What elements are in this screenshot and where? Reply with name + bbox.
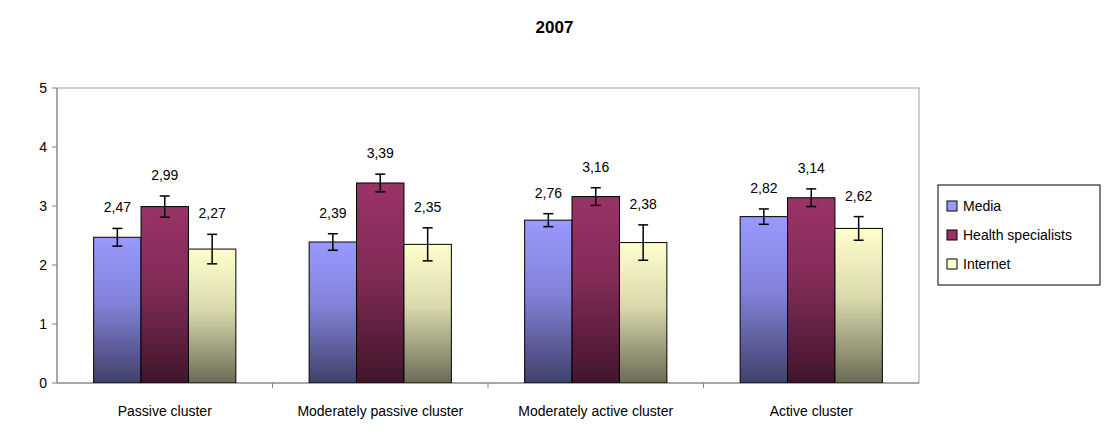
y-tick-label: 2	[39, 257, 47, 273]
data-label: 2,27	[199, 205, 226, 221]
bar	[309, 242, 356, 383]
x-tick	[272, 383, 273, 388]
data-label: 2,39	[319, 205, 346, 221]
data-label: 2,62	[845, 188, 872, 204]
error-bar	[638, 225, 648, 260]
bar	[619, 243, 666, 383]
error-bar	[591, 188, 601, 206]
labels: 2,47 2,99 2,27 2,39 3,39 2,35 2,76 3,16 2,38 2,82…	[104, 145, 873, 221]
y-tick-label: 0	[39, 375, 47, 391]
legend-label: Health specialists	[963, 227, 1072, 243]
data-label: 2,35	[414, 199, 441, 215]
bar	[788, 198, 835, 383]
x-tick	[703, 383, 704, 388]
y-tick	[52, 265, 57, 266]
y-tick	[52, 147, 57, 148]
error-bar	[160, 196, 170, 217]
bar	[188, 249, 235, 383]
data-label: 2,47	[104, 199, 131, 215]
data-label: 3,16	[582, 159, 609, 175]
bar	[94, 237, 141, 383]
plot-frame	[57, 88, 919, 383]
error-bar	[854, 217, 864, 241]
bar	[404, 244, 451, 383]
error-bar	[806, 189, 816, 207]
x-tick-label: Moderately passive cluster	[297, 403, 463, 419]
legend-label: Media	[963, 198, 1001, 214]
title: 2007	[536, 18, 574, 37]
y-tick	[52, 383, 57, 384]
y-tick-label: 3	[39, 198, 47, 214]
y-tick-label: 1	[39, 316, 47, 332]
x-tick	[488, 383, 489, 388]
legend-swatch	[947, 259, 957, 269]
bar	[357, 183, 404, 383]
legend-label: Internet	[963, 256, 1011, 272]
chart: 2007 0 1 2 3 4 5 2,47 2,99 2,27 2,39 3,39 2,35 2,76 3,…	[0, 0, 1109, 444]
bar	[141, 207, 188, 383]
bar	[572, 197, 619, 383]
x-tick-label: Active cluster	[770, 403, 854, 419]
bar	[525, 220, 572, 383]
legend-swatch	[947, 230, 957, 240]
data-label: 2,82	[750, 180, 777, 196]
y-axis	[57, 88, 58, 383]
y-tick-label: 5	[39, 80, 47, 96]
data-label: 2,38	[630, 196, 657, 212]
error-bar	[543, 214, 553, 227]
legend: Media Health specialists Internet	[938, 185, 1100, 285]
bar	[835, 228, 882, 383]
x-tick-label: Moderately active cluster	[518, 403, 673, 419]
error-bar	[112, 228, 122, 246]
legend-swatch	[947, 201, 957, 211]
error-bar	[375, 174, 385, 192]
bar	[740, 217, 787, 383]
y-tick	[52, 324, 57, 325]
y-tick	[52, 88, 57, 89]
data-label: 3,39	[367, 145, 394, 161]
error-bar	[759, 209, 769, 224]
data-label: 2,99	[151, 167, 178, 183]
error-bar	[207, 234, 217, 264]
x-tick-label: Passive cluster	[118, 403, 212, 419]
data-label: 2,76	[535, 185, 562, 201]
error-bar	[423, 228, 433, 261]
bars	[94, 174, 883, 383]
data-label: 3,14	[798, 160, 825, 176]
y-tick-label: 4	[39, 139, 47, 155]
error-bar	[328, 234, 338, 251]
y-tick	[52, 206, 57, 207]
